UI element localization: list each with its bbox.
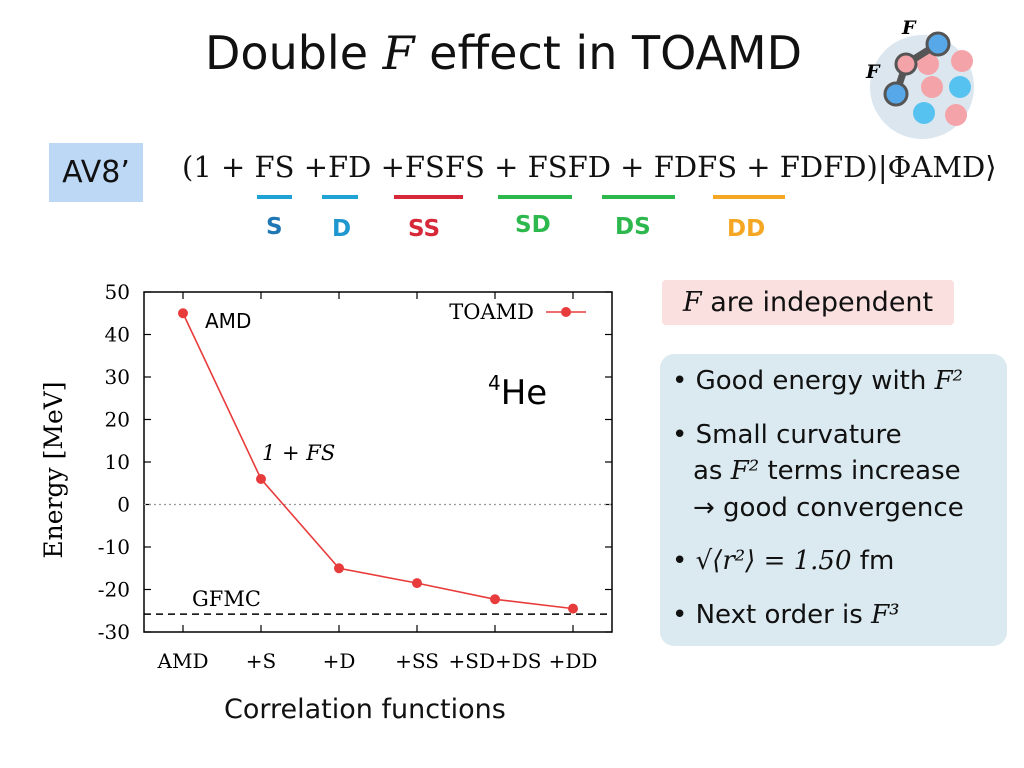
slide-title: Double F effect in TOAMD: [205, 26, 802, 80]
y-axis-title: Energy [MeV]: [39, 381, 68, 558]
x-tick-label: +S: [246, 649, 276, 673]
underline-d: [322, 195, 358, 199]
tag-dd: DD: [727, 216, 766, 242]
helium-label: 4He: [488, 371, 547, 413]
title-part1: Double: [205, 26, 383, 80]
underline-dd: [713, 195, 785, 199]
x-tick-label: +D: [323, 649, 356, 673]
bullet-2-line1: Small curvature: [695, 420, 902, 450]
y-tick-label: 30: [105, 365, 130, 389]
logo-label-top: F: [901, 17, 917, 39]
x-tick-label: +DD: [549, 649, 598, 673]
bullet-2-terms: terms increase: [759, 456, 961, 486]
underline-ds: [602, 195, 675, 199]
amd-annotation: AMD: [205, 309, 251, 333]
x-tick-label: AMD: [157, 649, 209, 673]
underline-sd: [498, 195, 572, 199]
bullet-4-variable: F³: [871, 600, 900, 630]
bullet-3-unit: fm: [851, 546, 895, 576]
toamd-point: [490, 594, 500, 605]
underline-s: [257, 195, 292, 199]
energy-chart: 50 40 30 20 10 0 -10 -20 -30 AMD +S +D +SS +SD+DS +DD…: [39, 280, 613, 673]
legend-label: TOAMD: [449, 300, 534, 324]
toamd-point: [568, 603, 578, 614]
tag-ss: SS: [408, 216, 441, 242]
gfmc-label: GFMC: [192, 587, 261, 611]
independence-note: F are independent: [662, 280, 954, 325]
x-tick-label: +SS: [395, 649, 439, 673]
bullet-2-line2: as F² terms increase: [693, 456, 961, 486]
y-tick-label: 0: [117, 493, 130, 517]
bullet-small-curvature: • Small curvature: [672, 420, 902, 450]
bullet-good-energy: • Good energy with F²: [672, 366, 964, 396]
bullet-2-variable: F²: [730, 456, 760, 486]
helium-mass-number: 4: [488, 371, 501, 395]
title-part2: effect in TOAMD: [414, 26, 803, 80]
y-tick-label: 20: [105, 408, 130, 432]
bullet-2-as: as: [693, 456, 731, 486]
av8-label: AV8’: [49, 143, 143, 202]
bullet-3-expression: √⟨r²⟩ = 1.50: [695, 546, 852, 576]
bullet-4-text: Next order is: [695, 600, 872, 630]
y-ticks: 50 40 30 20 10 0 -10 -20 -30: [98, 280, 612, 644]
x-ticks: AMD +S +D +SS +SD+DS +DD: [157, 292, 598, 673]
legend: TOAMD: [449, 300, 586, 324]
plot-frame: [143, 291, 613, 633]
x-tick-label: +SD+DS: [449, 649, 542, 673]
bullet-radius: • √⟨r²⟩ = 1.50 fm: [672, 546, 895, 576]
bullet-2-line3: → good convergence: [693, 493, 964, 523]
logo-label-left: F: [865, 61, 881, 83]
y-tick-label: -20: [98, 578, 130, 602]
independence-text: are independent: [710, 287, 934, 318]
helium-symbol: He: [501, 373, 547, 413]
x-axis-title: Correlation functions: [224, 694, 506, 725]
tag-d: D: [332, 216, 352, 242]
toamd-points: [178, 308, 578, 614]
tag-sd: SD: [515, 212, 551, 238]
tag-ds: DS: [615, 214, 651, 240]
y-tick-label: 40: [105, 323, 130, 347]
toamd-point: [178, 308, 188, 319]
y-tick-label: 10: [105, 450, 130, 474]
underline-ss: [394, 195, 463, 199]
formula-expression: (1 + FS +FD +FSFS + FSFD + FDFS + FDFD)|…: [182, 150, 997, 184]
toamd-point: [256, 474, 266, 484]
independence-variable: F: [682, 287, 702, 318]
nucleus-correlation-icon: F F: [865, 17, 974, 139]
toamd-point: [334, 563, 344, 574]
bullet-1-variable: F²: [934, 366, 964, 396]
y-tick-label: 50: [105, 280, 130, 304]
bullet-1-text: Good energy with: [695, 366, 935, 396]
summary-box: • Good energy with F² • Small curvature …: [660, 354, 1007, 646]
bullet-next-order: • Next order is F³: [672, 600, 900, 630]
y-tick-label: -10: [98, 535, 130, 559]
correlation-formula: (1 + FS +FD +FSFS + FSFD + FDFS + FDFD)|…: [182, 150, 997, 184]
fs-annotation: 1 + FS: [262, 441, 335, 465]
toamd-point: [412, 578, 422, 589]
toamd-series-line: [182, 312, 574, 610]
legend-marker: [561, 307, 571, 317]
y-tick-label: -30: [98, 620, 130, 644]
title-variable: F: [382, 26, 415, 80]
tag-s: S: [266, 214, 283, 240]
